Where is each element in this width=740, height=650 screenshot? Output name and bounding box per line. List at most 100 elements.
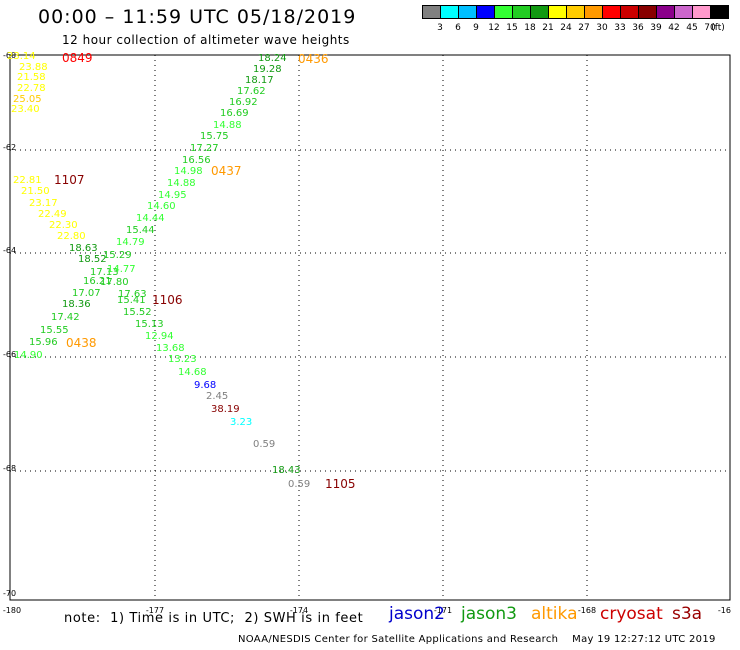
legend-label: 45 [686, 23, 698, 33]
legend-label: 15 [506, 23, 518, 33]
pass-time-label: 0437 [211, 164, 242, 178]
wave-height-value: 14.77 [107, 264, 136, 275]
wave-height-value: 38.19 [211, 404, 240, 415]
pass-time-label: 1107 [54, 173, 85, 187]
wave-height-value: 21.50 [21, 186, 50, 197]
x-tick-label: -180 [3, 606, 21, 615]
wave-height-value: 22.80 [57, 231, 86, 242]
color-scale-legend: 3 6 9 12 15 18 21 24 27 30 33 36 39 42 45 70 (ft) [422, 5, 729, 37]
wave-height-value: 18.24 [258, 53, 287, 64]
legend-label: 27 [578, 23, 590, 33]
wave-height-value: 16.69 [220, 108, 249, 119]
wave-height-value: 23.17 [29, 198, 58, 209]
wave-height-value: 15.29 [103, 250, 132, 261]
wave-height-value: 14.98 [174, 166, 203, 177]
legend-label: 36 [632, 23, 644, 33]
wave-height-value: 14.88 [167, 178, 196, 189]
legend-label: 42 [668, 23, 680, 33]
legend-label: 9 [473, 23, 479, 33]
wave-height-value: 14.60 [147, 201, 176, 212]
legend-label: 24 [560, 23, 572, 33]
wave-height-value: 25.05 [13, 94, 42, 105]
wave-height-value: 16.21 [83, 276, 112, 287]
wave-height-value: 22.30 [49, 220, 78, 231]
wave-height-value: 0.59 [288, 479, 310, 490]
wave-height-value: 16.92 [229, 97, 258, 108]
wave-height-value: 17.07 [72, 288, 101, 299]
legend-label: 39 [650, 23, 662, 33]
x-tick-label: -16 [718, 606, 731, 615]
wave-height-value: 0.59 [253, 439, 275, 450]
y-tick-label: -68 [3, 464, 16, 473]
x-tick-label: -177 [146, 606, 164, 615]
wave-height-value: 15.13 [135, 319, 164, 330]
wave-height-value: 17.27 [190, 143, 219, 154]
wave-height-value: 14.88 [213, 120, 242, 131]
wave-height-value: 23.14 [7, 51, 36, 62]
pass-time-label: 0438 [66, 336, 97, 350]
pass-time-label: 1105 [325, 477, 356, 491]
wave-height-value: 3.23 [230, 417, 252, 428]
wave-height-value: 2.45 [206, 391, 228, 402]
satellite-label-altika: altika [531, 604, 578, 624]
wave-height-value: 13.68 [156, 343, 185, 354]
y-tick-label: -70 [3, 589, 16, 598]
y-tick-label: -66 [3, 350, 16, 359]
wave-height-value: 14.90 [14, 350, 43, 361]
satellite-label-s3a: s3a [672, 604, 703, 624]
wave-height-value: 14.44 [136, 213, 165, 224]
footnote: note: 1) Time is in UTC; 2) SWH is in fe… [64, 611, 364, 626]
y-tick-label: -60 [3, 51, 16, 60]
wave-height-value: 17.42 [51, 312, 80, 323]
wave-height-value: 22.81 [13, 175, 42, 186]
wave-height-value: 17.80 [100, 277, 129, 288]
wave-height-value: 15.52 [123, 307, 152, 318]
wave-height-value: 16.56 [182, 155, 211, 166]
legend-label: 12 [488, 23, 500, 33]
legend-label: 70 [704, 23, 716, 33]
pass-time-label: 1106 [152, 293, 183, 307]
satellite-label-jason3: jason3 [461, 604, 517, 624]
wave-height-value: 18.36 [62, 299, 91, 310]
credit-line: NOAA/NESDIS Center for Satellite Applica… [238, 634, 716, 645]
wave-height-value: 15.75 [200, 131, 229, 142]
wave-height-value: 14.68 [178, 367, 207, 378]
wave-height-value: 22.78 [17, 83, 46, 94]
x-tick-label: -174 [290, 606, 308, 615]
legend-label: 30 [596, 23, 608, 33]
satellite-label-cryosat: cryosat [600, 604, 663, 624]
wave-height-value: 12.94 [145, 331, 174, 342]
legend-label: 33 [614, 23, 626, 33]
wave-height-value: 21.58 [17, 72, 46, 83]
wave-height-value: 19.28 [253, 64, 282, 75]
legend-label: 18 [524, 23, 536, 33]
wave-height-value: 13.23 [168, 354, 197, 365]
wave-height-value: 15.96 [29, 337, 58, 348]
wave-height-value: 15.41 [117, 295, 146, 306]
x-tick-label: -171 [434, 606, 452, 615]
wave-height-value: 18.52 [78, 254, 107, 265]
y-tick-label: -62 [3, 143, 16, 152]
wave-height-value: 18.17 [245, 75, 274, 86]
map-frame [9, 54, 731, 601]
wave-height-value: 22.49 [38, 209, 67, 220]
legend-label: 21 [542, 23, 554, 33]
map-subtitle: 12 hour collection of altimeter wave hei… [62, 33, 350, 47]
x-tick-label: -168 [578, 606, 596, 615]
wave-height-value: 18.63 [69, 243, 98, 254]
legend-label: 3 [437, 23, 443, 33]
wave-height-value: 9.68 [194, 380, 216, 391]
wave-height-value: 17.63 [118, 289, 147, 300]
satellite-label-jason2: jason2 [389, 604, 445, 624]
wave-height-value: 15.55 [40, 325, 69, 336]
wave-height-value: 17.62 [237, 86, 266, 97]
wave-height-value: 14.79 [116, 237, 145, 248]
map-title: 00:00 – 11:59 UTC 05/18/2019 [38, 6, 357, 28]
wave-height-value: 14.95 [158, 190, 187, 201]
wave-height-value: 17.13 [90, 267, 119, 278]
wave-height-value: 23.88 [19, 62, 48, 73]
legend-label: (ft) [711, 23, 725, 33]
y-tick-label: -64 [3, 246, 16, 255]
pass-time-label: 0849 [62, 51, 93, 65]
